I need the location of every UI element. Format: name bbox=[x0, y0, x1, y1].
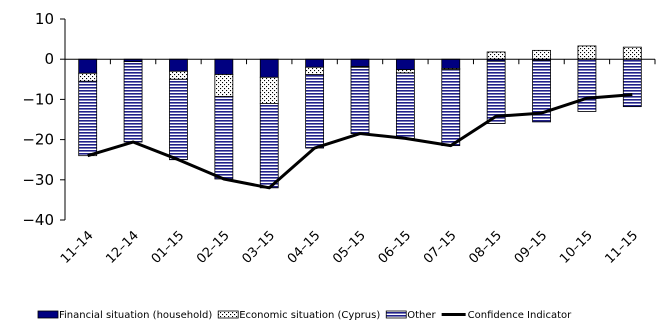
bar-segment-other bbox=[350, 66, 370, 134]
y-tick-label: 10 bbox=[35, 10, 54, 28]
legend-label-confidence-indicator: Confidence Indicator bbox=[468, 310, 572, 321]
bar-segment-other bbox=[577, 58, 597, 112]
x-tick-label: 05–15 bbox=[330, 228, 369, 267]
bar-segment-other bbox=[486, 60, 506, 124]
y-axis: 10 0 −10 −20 −30 −40 bbox=[22, 10, 66, 229]
bar-segment-economic-situation-cyprus bbox=[78, 72, 98, 82]
bar-segment-economic-situation-cyprus bbox=[214, 74, 234, 97]
x-tick-label: 11–14 bbox=[58, 228, 97, 267]
x-tick-label: 10–15 bbox=[557, 228, 596, 267]
bar-segment-economic-situation-cyprus bbox=[486, 51, 506, 60]
y-tick-label: −30 bbox=[22, 171, 54, 189]
bar-segment-financial-situation-household bbox=[350, 58, 370, 67]
y-tick-label: −10 bbox=[22, 90, 54, 108]
bar-segment-economic-situation-cyprus bbox=[532, 49, 551, 60]
bar-segment-other bbox=[214, 96, 234, 180]
bar-segment-other bbox=[622, 58, 642, 108]
x-tick-label: 06–15 bbox=[376, 228, 415, 267]
legend-swatch-economic-situation-cyprus bbox=[217, 310, 239, 319]
x-tick-label: 01–15 bbox=[149, 228, 188, 267]
bars bbox=[78, 45, 642, 189]
bar-segment-other bbox=[395, 72, 415, 139]
y-tick-label: −40 bbox=[22, 211, 54, 229]
bar-segment-economic-situation-cyprus bbox=[259, 76, 279, 104]
y-tick-label: −20 bbox=[22, 131, 54, 149]
bar-segment-economic-situation-cyprus bbox=[622, 46, 642, 60]
bar-segment-economic-situation-cyprus bbox=[305, 66, 325, 75]
legend-label-financial-situation-household: Financial situation (household) bbox=[59, 310, 212, 321]
bar-segment-other bbox=[532, 60, 551, 123]
x-tick-label: 02–15 bbox=[194, 228, 233, 267]
bar-segment-financial-situation-household bbox=[214, 58, 234, 75]
bar-segment-financial-situation-household bbox=[78, 58, 98, 74]
plot-area: 10 0 −10 −20 −30 −40 11–14 12–14 01–15 02–15 03–1… bbox=[22, 10, 656, 267]
legend-label-economic-situation-cyprus: Economic situation (Cyprus) bbox=[239, 310, 380, 321]
x-tick-label: 12–14 bbox=[103, 228, 142, 267]
bar-segment-other bbox=[441, 69, 461, 147]
bar-segment-other bbox=[305, 74, 325, 149]
bar-segment-financial-situation-household bbox=[305, 58, 325, 68]
bar-segment-financial-situation-household bbox=[441, 58, 461, 69]
x-tick-label: 11–15 bbox=[603, 228, 642, 267]
bar-segment-other bbox=[123, 61, 143, 143]
bar-segment-economic-situation-cyprus bbox=[395, 69, 415, 74]
y-tick-label: 0 bbox=[44, 50, 54, 68]
bar-segment-financial-situation-household bbox=[395, 58, 415, 71]
x-tick-label: 09–15 bbox=[512, 228, 551, 267]
bar-segment-economic-situation-cyprus bbox=[169, 70, 188, 80]
x-tick-label: 03–15 bbox=[239, 228, 278, 267]
bar-segment-economic-situation-cyprus bbox=[577, 45, 597, 60]
x-tick-label: 08–15 bbox=[466, 228, 505, 267]
bar-segment-financial-situation-household bbox=[169, 58, 188, 72]
legend-swatch-other bbox=[385, 310, 407, 319]
bar-segment-other bbox=[78, 80, 98, 157]
x-tick-label: 07–15 bbox=[421, 228, 460, 267]
confidence-indicator-line bbox=[87, 93, 633, 190]
bar-segment-other bbox=[169, 78, 188, 161]
legend: Financial situation (household) Economic … bbox=[37, 310, 572, 321]
legend-label-other: Other bbox=[407, 310, 436, 321]
x-tick-label: 04–15 bbox=[285, 228, 324, 267]
confidence-line bbox=[87, 93, 633, 190]
bar-segment-other bbox=[259, 103, 279, 189]
bar-segment-financial-situation-household bbox=[259, 58, 279, 78]
legend-swatch-financial-situation-household bbox=[37, 310, 59, 319]
